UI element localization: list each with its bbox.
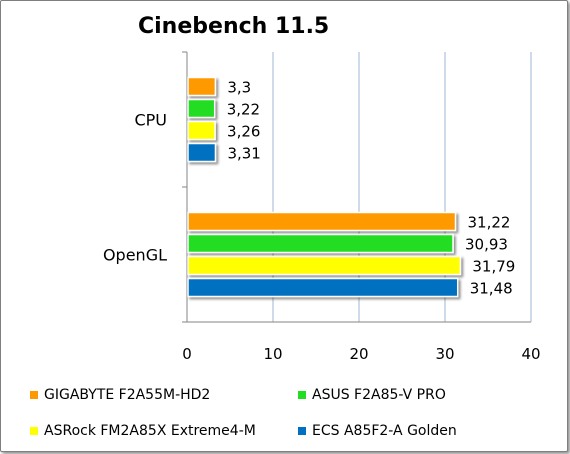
- data-labels: 3,3 3,22 3,26 3,31 31,22 30,93 31,79 31,48: [227, 79, 516, 298]
- x-tick-label: 0: [182, 345, 192, 363]
- data-label: 30,93: [465, 236, 508, 254]
- data-label: 3,3: [227, 79, 251, 97]
- data-label: 31,22: [467, 214, 510, 232]
- data-label: 31,48: [470, 280, 513, 298]
- data-label: 3,26: [227, 123, 260, 141]
- data-label: 3,22: [227, 101, 260, 119]
- grid-lines: [272, 52, 532, 322]
- x-tick-label: 20: [349, 345, 368, 363]
- data-label: 3,31: [227, 145, 260, 163]
- x-tick-label: 40: [521, 345, 540, 363]
- chart-title: Cinebench 11.5: [138, 14, 330, 39]
- legend-swatch: [298, 391, 306, 399]
- bar: [187, 76, 217, 97]
- bar: [187, 277, 459, 298]
- y-category-label: CPU: [134, 111, 167, 130]
- legend-swatch: [298, 427, 306, 435]
- bar: [187, 233, 454, 254]
- bar: [187, 211, 457, 232]
- legend-item: ECS A85F2-A Golden: [298, 423, 457, 439]
- tick-labels: 0 10 20 30 40 CPU OpenGL: [103, 111, 541, 364]
- legend-label: ASRock FM2A85X Extreme4-M: [44, 423, 256, 439]
- legend-item: ASUS F2A85-V PRO: [298, 387, 446, 403]
- legend-swatch: [30, 391, 38, 399]
- x-tick-label: 30: [435, 345, 454, 363]
- bar: [187, 255, 462, 276]
- bar: [187, 142, 217, 163]
- legend-item: GIGABYTE F2A55M-HD2: [30, 387, 210, 403]
- bar: [187, 120, 216, 141]
- legend: GIGABYTE F2A55M-HD2 ASUS F2A85-V PRO ASR…: [0, 383, 566, 447]
- data-label: 31,79: [472, 258, 515, 276]
- legend-item: ASRock FM2A85X Extreme4-M: [30, 423, 256, 439]
- x-tick-label: 10: [263, 345, 282, 363]
- y-category-label: OpenGL: [103, 246, 167, 265]
- legend-label: GIGABYTE F2A55M-HD2: [44, 387, 211, 403]
- axes: [182, 51, 531, 323]
- bar: [187, 98, 216, 119]
- bars: [187, 76, 462, 298]
- legend-label: ASUS F2A85-V PRO: [312, 387, 446, 403]
- legend-swatch: [30, 427, 38, 435]
- legend-label: ECS A85F2-A Golden: [312, 423, 457, 439]
